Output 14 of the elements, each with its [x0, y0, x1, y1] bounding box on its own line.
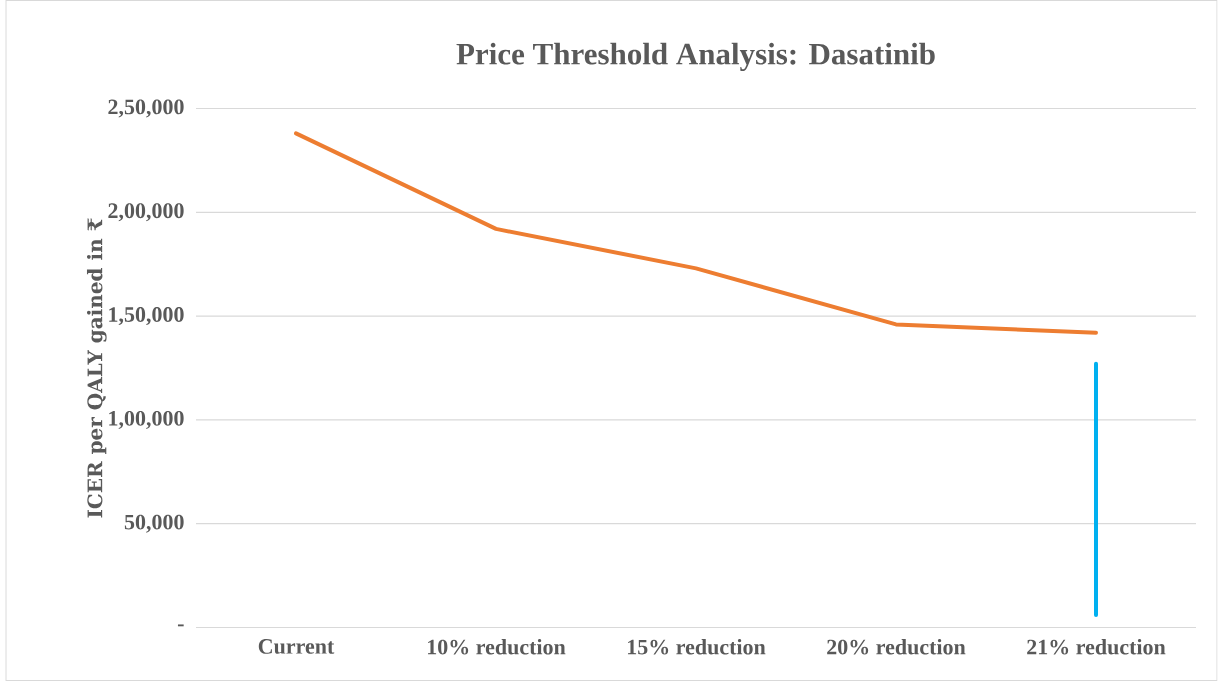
y-tick-label: 2,00,000 — [108, 203, 184, 222]
y-axis-title: ICER per QALY gained in ₹ — [86, 218, 107, 518]
y-tick-label: - — [177, 624, 184, 627]
x-tick-label: 10% reduction — [427, 639, 566, 655]
chart-title: Price Threshold Analysis: Dasatinib — [456, 42, 935, 71]
y-tick-label: 1,00,000 — [109, 410, 184, 429]
y-tick-label: 1,50,000 — [109, 307, 184, 326]
line-series — [294, 131, 1098, 335]
y-tick-label: 2,50,000 — [108, 99, 184, 118]
y-tick-label: 50,000 — [124, 514, 184, 533]
x-tick-label: 21% reduction — [1027, 639, 1166, 655]
x-tick-label: Current — [258, 639, 335, 654]
x-tick-label: 20% reduction — [827, 639, 966, 655]
x-tick-label: 15% reduction — [627, 639, 766, 655]
